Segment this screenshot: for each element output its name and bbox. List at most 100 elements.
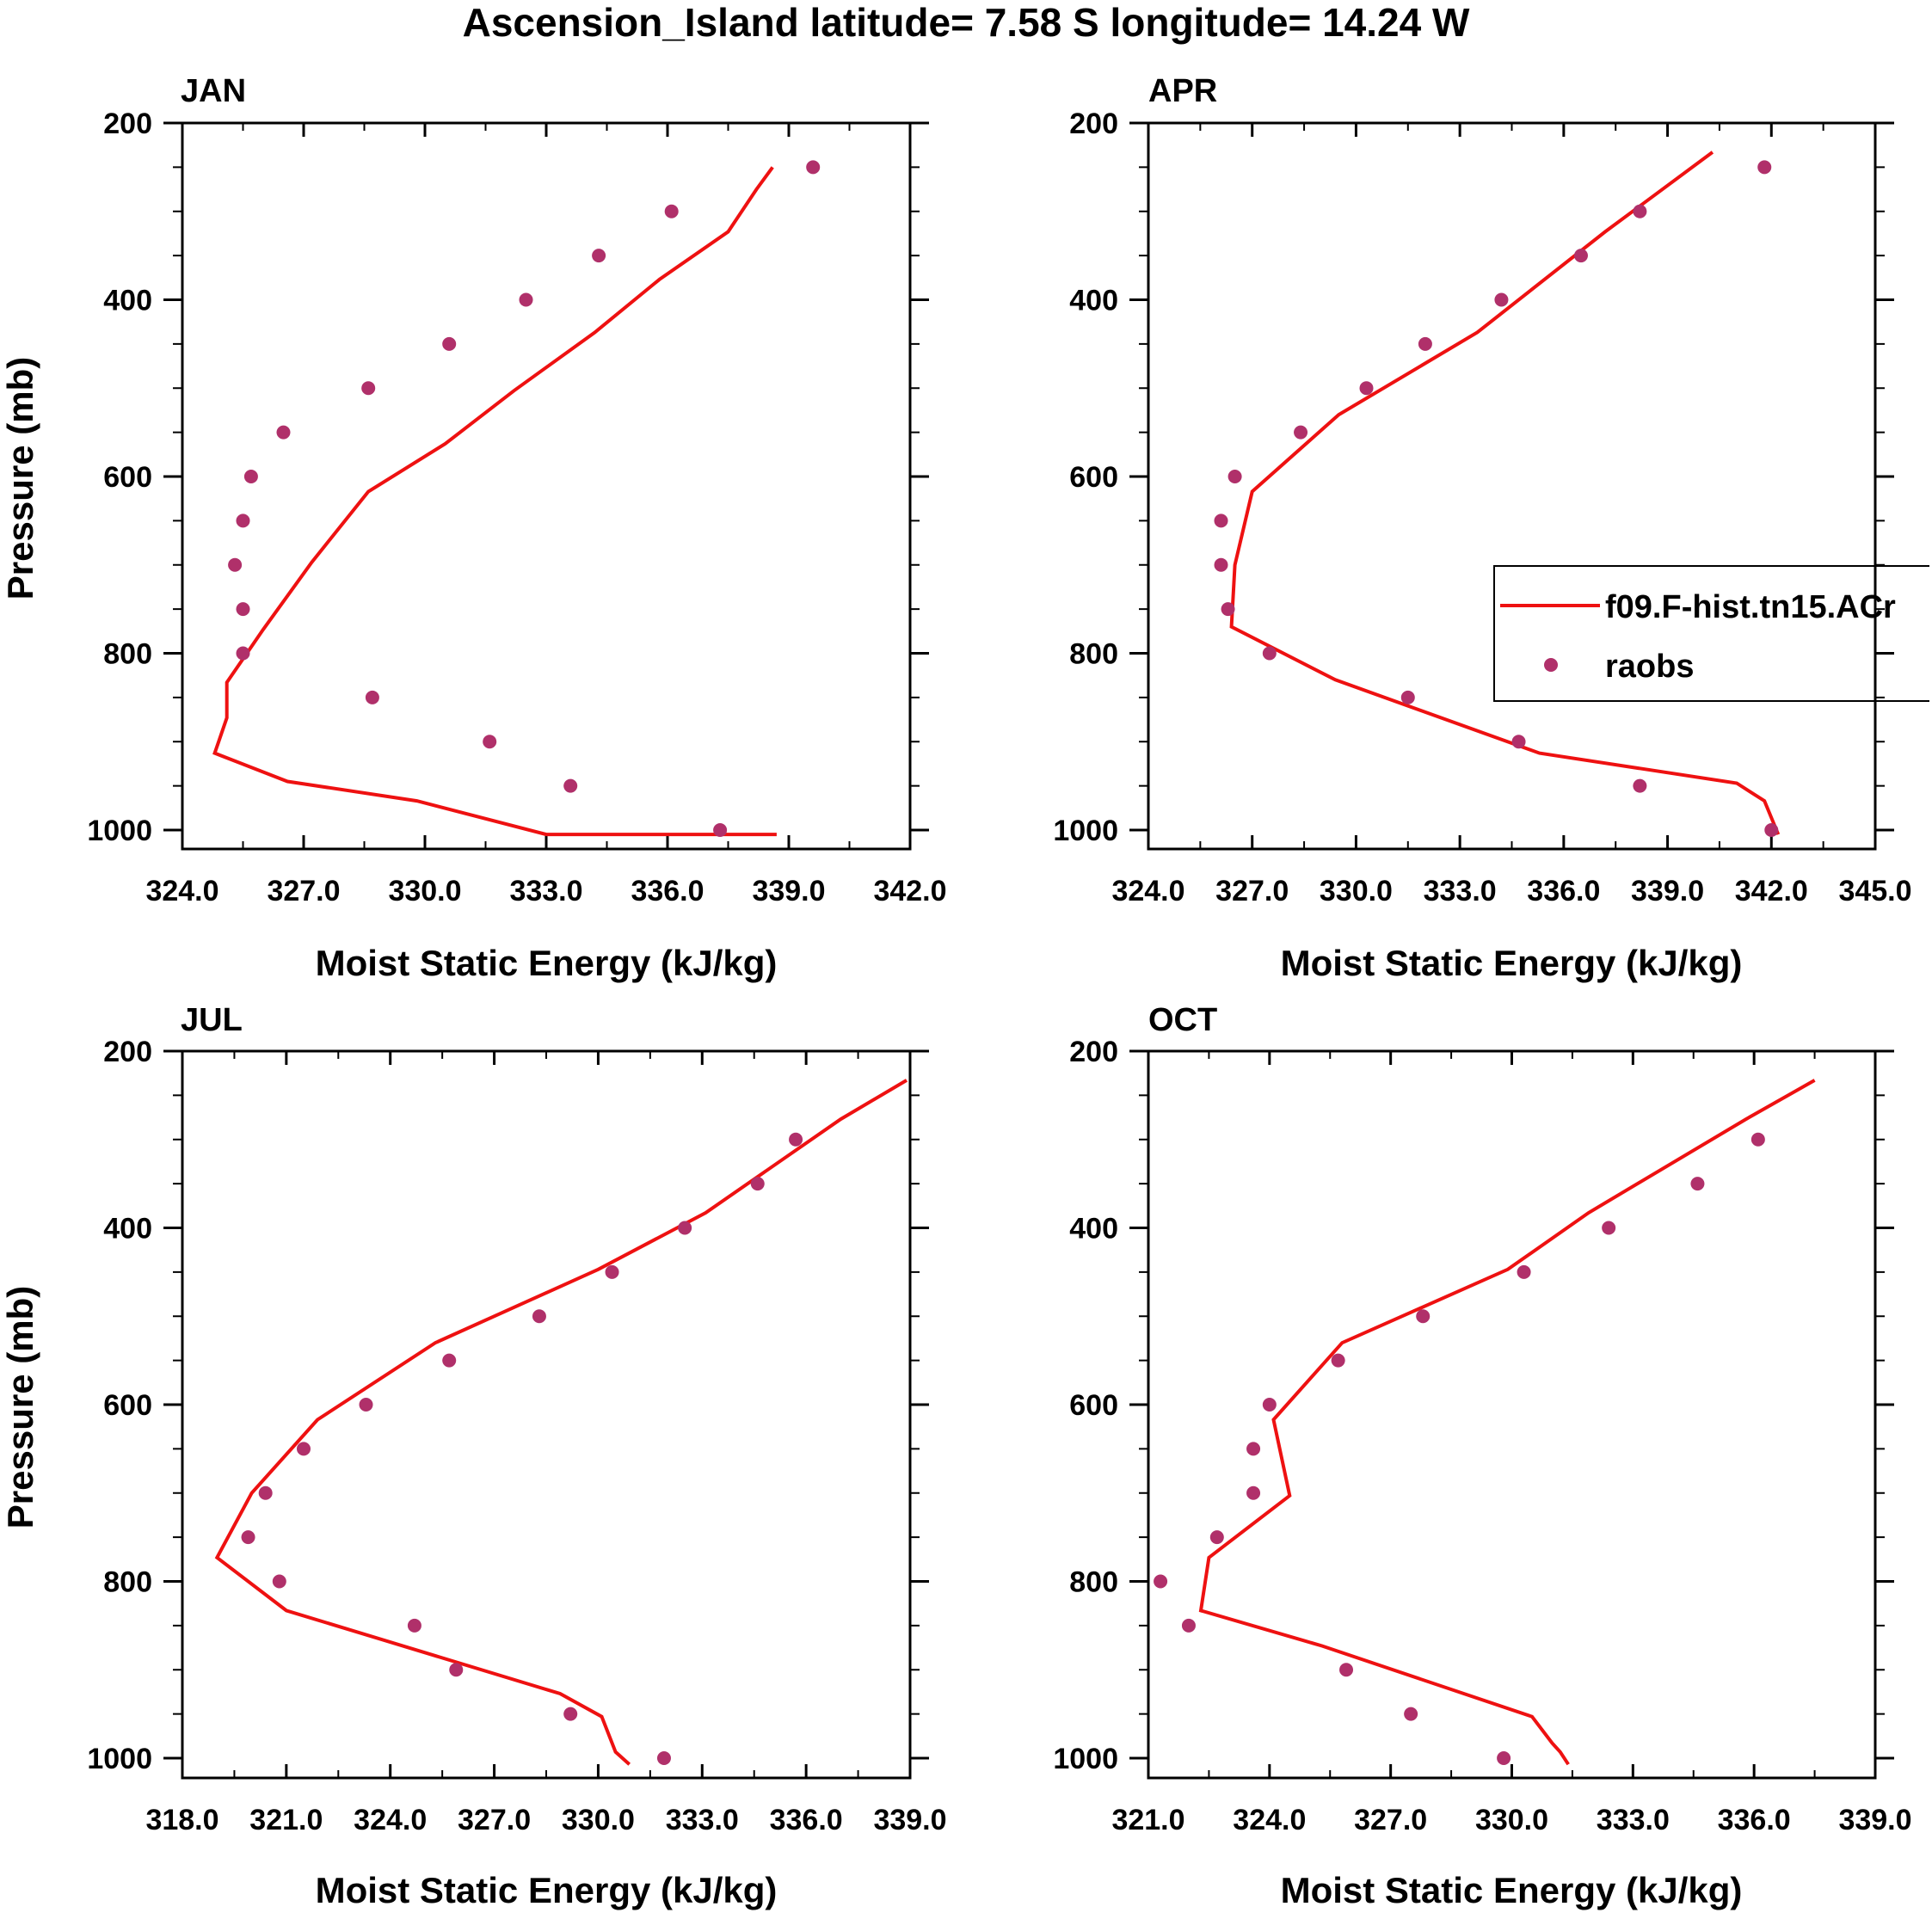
panel-label-oct: OCT	[1148, 1002, 1217, 1038]
panel-jul: 318.0 321.0 324.0 327.0 330.0 333.0 336.0 339.0…	[87, 1036, 946, 1836]
obs-point	[1517, 1264, 1531, 1279]
obs-point	[407, 1618, 421, 1633]
obs-point	[1214, 557, 1228, 572]
x-tick-label: 333.0	[1597, 1804, 1670, 1836]
x-tick-label: 333.0	[509, 875, 582, 907]
obs-point	[442, 336, 457, 351]
obs-point	[656, 1751, 671, 1765]
plot-frame	[181, 121, 912, 851]
y-tick-label: 400	[103, 285, 152, 317]
x-tick-label: 339.0	[752, 875, 825, 907]
y-tick-label: 200	[103, 108, 152, 140]
legend-obs-swatch	[1544, 658, 1558, 672]
x-tick-label: 339.0	[873, 1804, 946, 1836]
x-tick-label: 324.0	[1233, 1804, 1306, 1836]
x-tick-label: 321.0	[1111, 1804, 1184, 1836]
x-tick-label: 342.0	[873, 875, 946, 907]
obs-point	[1764, 823, 1779, 837]
obs-point	[449, 1663, 464, 1677]
obs-point	[1757, 160, 1772, 175]
obs-point	[713, 823, 728, 837]
x-tick-label: 324.0	[1111, 875, 1184, 907]
y-tick-label: 1000	[1053, 815, 1118, 847]
obs-point	[1246, 1442, 1261, 1456]
x-tick-label: 324.0	[354, 1804, 427, 1836]
obs-point	[1246, 1485, 1261, 1500]
x-tick-label: 327.0	[1215, 875, 1289, 907]
obs-point	[272, 1574, 286, 1589]
obs-point	[1359, 381, 1374, 396]
model-series-line	[214, 1079, 908, 1766]
y-tick-label: 800	[103, 1566, 152, 1599]
obs-point	[1227, 470, 1242, 483]
x-tick-label: 333.0	[666, 1804, 739, 1836]
plot-frame	[181, 1049, 912, 1780]
model-series-line	[1198, 1079, 1816, 1766]
x-tick-label: 318.0	[145, 1804, 218, 1836]
obs-point	[1750, 1132, 1765, 1147]
obs-point	[236, 646, 250, 661]
obs-point	[1633, 204, 1647, 218]
obs-point	[678, 1221, 692, 1235]
y-tick-label: 800	[103, 638, 152, 671]
obs-point	[236, 514, 250, 528]
obs-point	[532, 1309, 546, 1324]
obs-point	[1511, 735, 1526, 749]
obs-point	[1400, 690, 1415, 704]
y-tick-label: 1000	[1053, 1743, 1118, 1775]
y-tick-label: 1000	[87, 815, 152, 847]
x-axis-label-oct: Moist Static Energy (kJ/kg)	[1281, 1870, 1743, 1910]
figure-title: Ascension_Island latitude= 7.58 S longit…	[463, 0, 1470, 45]
y-tick-label: 1000	[87, 1743, 152, 1775]
x-tick-label: 330.0	[562, 1804, 635, 1836]
obs-point	[605, 1264, 619, 1279]
obs-point	[563, 1707, 578, 1721]
x-tick-label: 339.0	[1838, 1804, 1911, 1836]
y-tick-label: 400	[1069, 285, 1118, 317]
obs-point	[359, 1398, 373, 1412]
x-tick-label: 327.0	[267, 875, 340, 907]
obs-point	[1416, 1309, 1431, 1324]
x-tick-label: 345.0	[1838, 875, 1911, 907]
obs-point	[243, 470, 258, 483]
y-tick-label: 600	[1069, 461, 1118, 494]
obs-point	[1221, 602, 1235, 617]
x-tick-label: 330.0	[388, 875, 461, 907]
obs-point	[789, 1132, 803, 1147]
obs-point	[1262, 1398, 1277, 1412]
obs-point	[236, 602, 250, 617]
panel-label-apr: APR	[1148, 73, 1217, 109]
obs-point	[563, 778, 578, 793]
obs-point	[1573, 249, 1588, 263]
obs-point	[806, 160, 821, 175]
obs-point	[664, 204, 679, 218]
obs-point	[1404, 1707, 1418, 1721]
y-axis-label-jul: Pressure (mb)	[0, 1286, 40, 1528]
legend-obs-label: raobs	[1605, 649, 1694, 685]
x-axis-label-jul: Moist Static Energy (kJ/kg)	[316, 1870, 778, 1910]
obs-point	[1690, 1177, 1705, 1191]
obs-point	[1602, 1221, 1616, 1235]
obs-point	[1262, 646, 1277, 661]
y-tick-label: 200	[1069, 108, 1118, 140]
legend-model-label: f09.F-hist.tn15.ACr	[1605, 589, 1896, 625]
x-tick-label: 336.0	[631, 875, 704, 907]
x-tick-label: 342.0	[1735, 875, 1808, 907]
panel-jan: 324.0 327.0 330.0 333.0 336.0 339.0 342.0 200 40…	[87, 108, 946, 907]
x-axis-label-jan: Moist Static Energy (kJ/kg)	[316, 943, 778, 983]
x-tick-label: 330.0	[1320, 875, 1393, 907]
y-tick-label: 800	[1069, 638, 1118, 671]
y-tick-label: 600	[103, 1389, 152, 1422]
legend-frame	[1493, 565, 1929, 702]
model-series-line	[212, 166, 777, 837]
obs-point	[1633, 778, 1647, 793]
y-tick-label: 600	[103, 461, 152, 494]
obs-point	[1294, 425, 1308, 440]
x-tick-label: 324.0	[145, 875, 218, 907]
obs-point	[276, 425, 291, 440]
obs-point	[1331, 1353, 1345, 1368]
y-tick-label: 200	[103, 1036, 152, 1068]
obs-point	[483, 735, 497, 749]
obs-point	[258, 1485, 273, 1500]
x-tick-label: 336.0	[1527, 875, 1600, 907]
